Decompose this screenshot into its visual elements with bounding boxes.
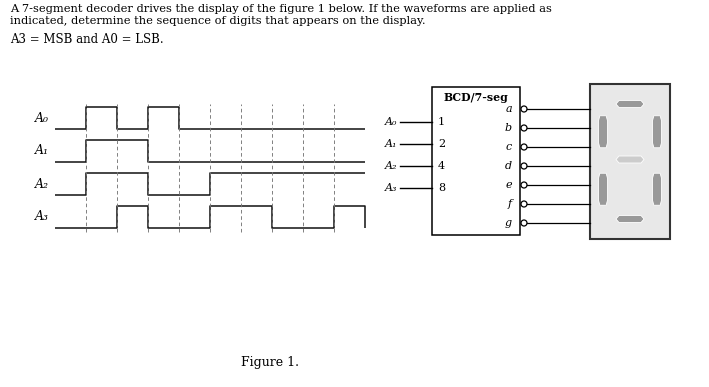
Polygon shape bbox=[616, 216, 644, 223]
Text: g: g bbox=[505, 218, 512, 228]
Text: A₁: A₁ bbox=[384, 139, 397, 149]
Polygon shape bbox=[598, 173, 608, 205]
Text: A₂: A₂ bbox=[35, 178, 49, 190]
Text: BCD/7-seg: BCD/7-seg bbox=[444, 92, 508, 103]
Text: c: c bbox=[506, 142, 512, 152]
Text: e: e bbox=[506, 180, 512, 190]
Text: A3 = MSB and A0 = LSB.: A3 = MSB and A0 = LSB. bbox=[10, 33, 164, 46]
Text: A₂: A₂ bbox=[384, 161, 397, 171]
Text: indicated, determine the sequence of digits that appears on the display.: indicated, determine the sequence of dig… bbox=[10, 16, 425, 26]
Polygon shape bbox=[598, 116, 608, 148]
Text: b: b bbox=[505, 123, 512, 133]
Text: 1: 1 bbox=[438, 117, 445, 127]
Text: A₁: A₁ bbox=[35, 144, 49, 158]
Bar bbox=[590, 84, 670, 239]
Text: A₃: A₃ bbox=[384, 183, 397, 193]
Text: f: f bbox=[508, 199, 512, 209]
Text: A 7-segment decoder drives the display of the figure 1 below. If the waveforms a: A 7-segment decoder drives the display o… bbox=[10, 4, 552, 14]
Text: d: d bbox=[505, 161, 512, 171]
Text: 8: 8 bbox=[438, 183, 445, 193]
Text: 4: 4 bbox=[438, 161, 445, 171]
Text: a: a bbox=[506, 104, 512, 114]
Text: 2: 2 bbox=[438, 139, 445, 149]
Polygon shape bbox=[616, 101, 644, 108]
Text: Figure 1.: Figure 1. bbox=[241, 356, 299, 369]
Text: A₀: A₀ bbox=[35, 111, 49, 125]
Polygon shape bbox=[652, 173, 661, 205]
Polygon shape bbox=[616, 156, 644, 163]
Text: A₀: A₀ bbox=[384, 117, 397, 127]
Text: A₃: A₃ bbox=[35, 211, 49, 224]
Bar bbox=[432, 87, 520, 235]
Polygon shape bbox=[652, 116, 661, 148]
